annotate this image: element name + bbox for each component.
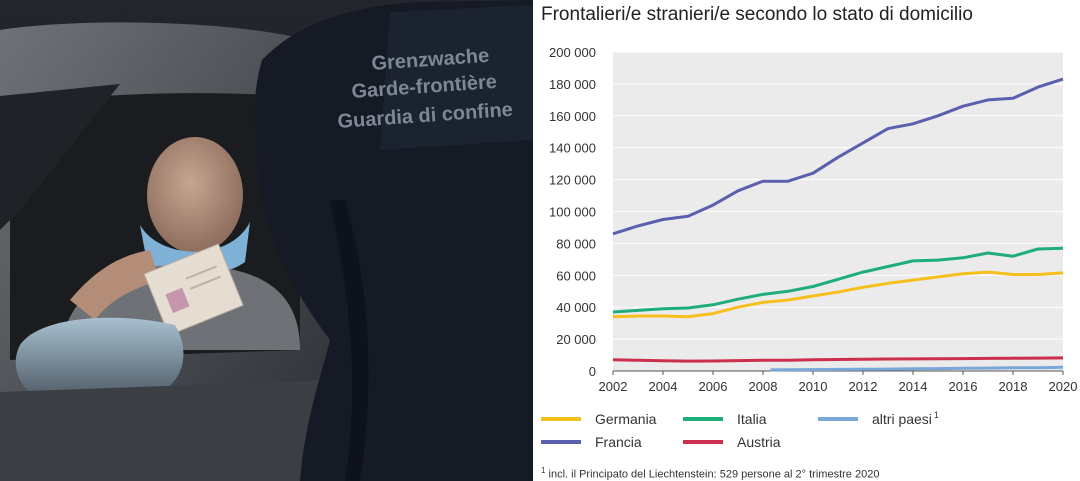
legend-label: altri paesi [872, 411, 932, 427]
y-tick-label: 200 000 [549, 45, 596, 60]
line-chart: 0 20 000 40 000 60 000 80 000 100 000 120 000 1… [541, 45, 1078, 450]
photo-border-control: Grenzwache Garde-frontière Guardia di co… [0, 0, 533, 481]
series-line-austria [612, 356, 1064, 363]
legend-footnote-marker: 1 [934, 410, 939, 420]
x-tick-label: 2004 [649, 379, 678, 394]
series-line-francia [612, 77, 1064, 236]
x-tick-label: 2008 [749, 379, 778, 394]
y-tick-label: 160 000 [549, 109, 596, 124]
chart-panel: Frontalieri/e stranieri/e secondo lo sta… [533, 0, 1080, 481]
x-tick-label: 2006 [699, 379, 728, 394]
x-tick-label: 2002 [599, 379, 628, 394]
x-tick-label: 2014 [899, 379, 928, 394]
driver-head [147, 137, 243, 253]
chart-title: Frontalieri/e stranieri/e secondo lo sta… [541, 4, 973, 25]
y-tick-label: 100 000 [549, 205, 596, 220]
y-tick-label: 20 000 [556, 332, 596, 347]
legend-label: Francia [595, 434, 642, 450]
y-tick-label: 0 [589, 364, 596, 379]
y-tick-label: 140 000 [549, 141, 596, 156]
footnote-text: incl. il Principato del Liechtenstein: 5… [548, 468, 880, 481]
x-tick-label: 2010 [799, 379, 828, 394]
series-line-germania [612, 270, 1064, 319]
x-tick-label: 2016 [949, 379, 978, 394]
footnote: 1 incl. il Principato del Liechtenstein:… [541, 466, 879, 481]
photo-illustration: Grenzwache Garde-frontière Guardia di co… [0, 0, 533, 481]
y-tick-label: 120 000 [549, 173, 596, 188]
legend-label: Austria [737, 434, 781, 450]
y-tick-label: 180 000 [549, 77, 596, 92]
legend-label: Italia [737, 411, 767, 427]
x-tick-label: 2018 [999, 379, 1028, 394]
side-mirror [15, 317, 184, 392]
x-tick-label: 2020 [1049, 379, 1078, 394]
passport [143, 243, 244, 336]
footnote-marker: 1 [541, 466, 546, 475]
x-tick-label: 2012 [849, 379, 878, 394]
y-tick-label: 80 000 [556, 236, 596, 251]
y-tick-label: 60 000 [556, 268, 596, 283]
series-line-altri-paesi [770, 365, 1064, 372]
series-line-italia [612, 246, 1064, 314]
legend-label: Germania [595, 411, 657, 427]
y-tick-label: 40 000 [556, 300, 596, 315]
